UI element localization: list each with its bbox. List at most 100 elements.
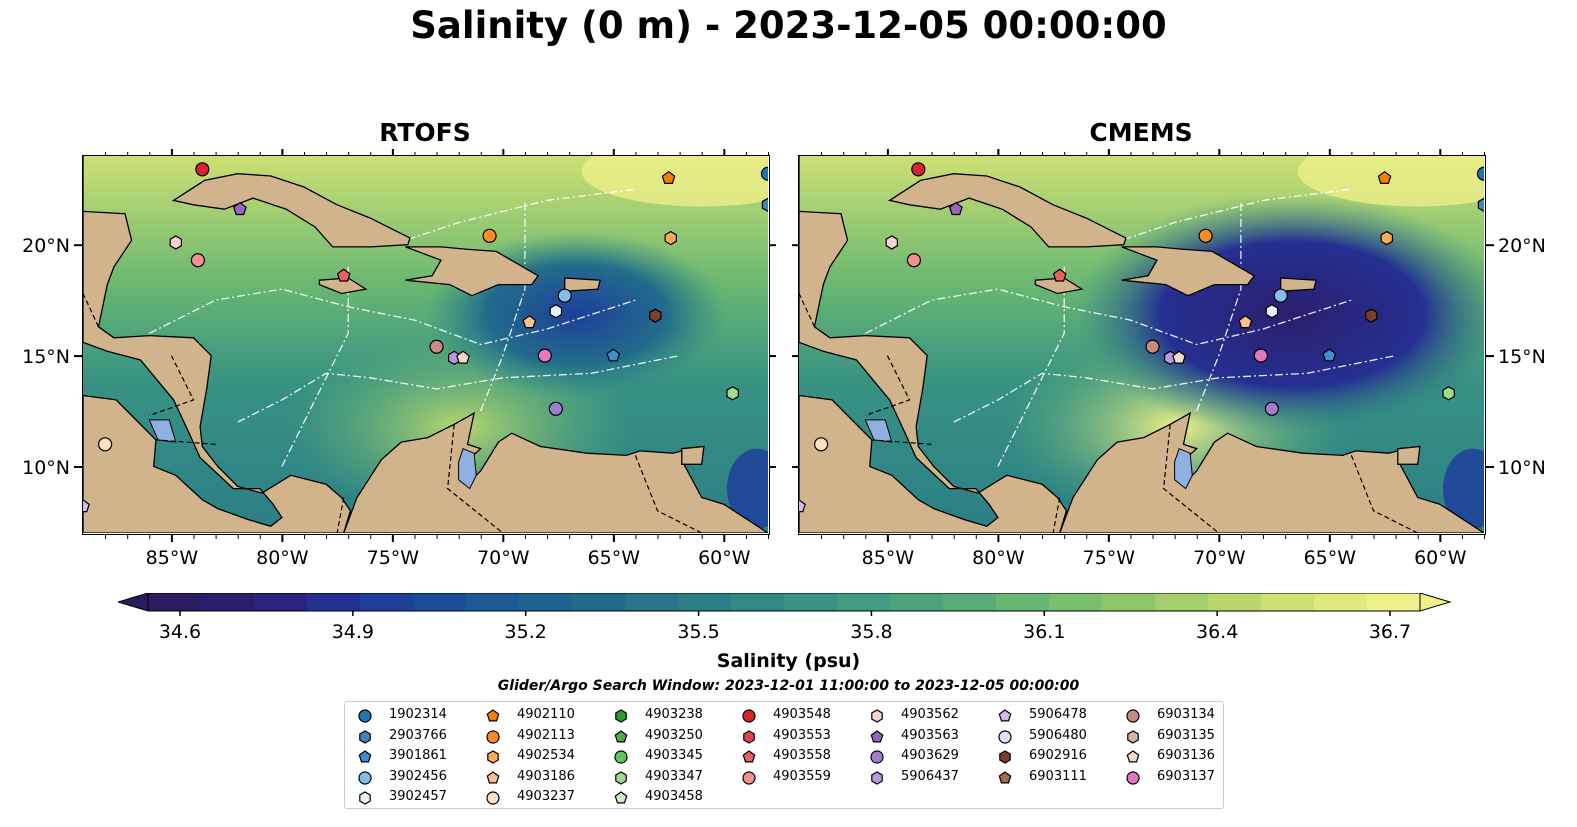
country-border-5 [1350,455,1418,533]
float-marker-3902457 [1265,304,1279,319]
float-marker-4902534 [1380,230,1394,246]
legend-marker-icon [1126,770,1140,785]
lake-nicaragua [148,419,177,443]
float-marker-3902457 [549,304,563,319]
lake-nicaragua [864,419,893,443]
land-trinidad [1397,445,1421,465]
legend-marker-icon [999,750,1011,764]
float-marker-4903347 [726,386,739,401]
float-marker-6902916 [1365,308,1378,323]
float-marker-3901861 [606,348,621,362]
legend-marker-pentagon [1126,750,1140,763]
float-marker-2903766 [1477,197,1484,212]
colorbar-segment [996,593,1050,611]
legend-marker-icon [743,729,755,744]
legend-label: 4903238 [645,707,703,722]
legend-marker-icon [358,709,372,723]
legend-marker-icon [1126,750,1140,763]
x-tick-label: 70°W [477,547,530,569]
colorbar-segment [678,593,732,611]
country-border-1 [865,355,911,417]
legend-label: 4902113 [517,727,575,743]
legend-marker-hexagon [615,770,627,785]
legend-marker-icon [358,750,372,763]
float-marker-4903237 [97,437,113,452]
legend-marker-icon [1126,709,1140,723]
float-marker-6903137 [537,348,552,363]
y-tick-label-right: 15°N [1498,346,1546,368]
legend-marker-circle [486,791,500,805]
x-tick-label: 80°W [972,547,1025,569]
legend-label: 5906437 [901,768,959,784]
float-marker-4903562 [169,235,183,250]
float-marker-4903562 [885,235,899,250]
legend-label: 6903136 [1157,748,1215,763]
float-marker-4903563 [232,201,247,216]
legend-marker-icon [870,729,884,742]
legend-marker-icon [871,770,883,785]
float-marker-4903629 [548,401,563,416]
legend-label: 5906478 [1029,707,1087,722]
land-hispaniola [405,246,540,297]
legend-marker-icon [1127,729,1139,744]
legend-marker-icon [359,729,371,744]
colorbar-extend-max [1419,592,1452,612]
land-cuba [171,173,411,248]
legend-marker-pentagon [742,750,756,763]
colorbar-segment [837,593,891,611]
colorbar-segment [625,593,679,611]
colorbar-segment [1102,593,1156,611]
legend-label: 6903111 [1029,768,1087,784]
map-panel-cmems [798,155,1486,535]
colorbar-segment [890,593,944,611]
legend-marker-icon [359,791,371,805]
float-marker-6902916 [649,308,662,323]
legend-marker-hexagon [487,750,499,764]
colorbar-label: Salinity (psu) [716,650,861,672]
country-border-3 [336,497,345,533]
colorbar-segment [784,593,838,611]
colorbar-tick-label: 35.5 [677,621,719,643]
colorbar-tick-label: 36.1 [1023,621,1065,643]
colorbar-segment [1367,593,1421,611]
colorbar-outline [147,592,1421,612]
float-marker-4903347 [1442,386,1455,401]
x-tick-label: 65°W [1304,547,1357,569]
legend-label: 3901861 [389,748,447,763]
legend-label: 4903186 [517,768,575,784]
x-tick-label: 65°W [588,547,641,569]
float-marker-3902456 [1273,288,1288,303]
colorbar-segment [466,593,520,611]
country-border-3 [1052,497,1061,533]
country-border-5 [634,455,702,533]
x-tick-label: 70°W [1193,547,1246,569]
float-marker-1902314 [760,166,768,181]
legend-label: 4903629 [901,748,959,763]
colorbar-segment [1261,593,1315,611]
legend-marker-icon [486,709,500,722]
float-marker-4902534 [664,230,678,246]
figure-title: Salinity (0 m) - 2023-12-05 00:00:00 [410,4,1167,47]
legend-label: 4903559 [773,768,831,784]
legend-marker-hexagon [999,750,1011,764]
float-marker-4903558 [1052,268,1067,282]
legend-marker-icon [742,709,756,723]
float-marker-4903186 [522,315,537,329]
legend-marker-icon [614,791,628,804]
colorbar-segment [731,593,785,611]
legend-marker-hexagon [871,709,883,723]
colorbar-segment [572,593,626,611]
float-marker-5906478 [83,499,90,513]
map-panel-rtofs [82,155,770,535]
land-puerto-rico [564,277,601,292]
legend-marker-circle [742,709,756,723]
legend-marker-icon [615,770,627,785]
x-tick-label: 80°W [256,547,309,569]
x-tick-label: 60°W [1414,547,1467,569]
legend-marker-icon [486,729,500,744]
y-tick-label: 20°N [22,235,70,257]
float-marker-4903548 [195,162,210,177]
legend-label: 4903553 [773,727,831,743]
colorbar-tick-label: 36.7 [1369,621,1411,643]
legend-label: 4902534 [517,748,575,763]
